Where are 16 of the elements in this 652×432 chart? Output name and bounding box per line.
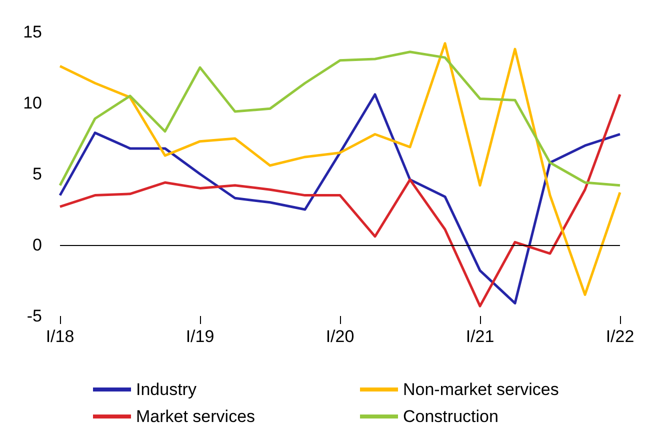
legend-label: Industry <box>136 380 197 399</box>
x-tick-label: I/19 <box>186 327 214 346</box>
y-tick-label: 10 <box>23 94 42 112</box>
y-tick-label: 15 <box>23 22 42 42</box>
x-tick-label: I/21 <box>466 327 494 346</box>
legend-label: Construction <box>403 407 498 426</box>
y-tick-label: -5 <box>26 306 42 326</box>
line-series <box>58 42 622 296</box>
legend-label: Non-market services <box>403 380 559 399</box>
x-tick-label: I/18 <box>46 327 74 346</box>
x-tick-label: I/22 <box>606 327 634 346</box>
x-tick-label: I/20 <box>326 327 354 346</box>
legend-label: Market services <box>136 407 256 426</box>
y-tick-label: 0 <box>32 236 42 254</box>
y-tick-label: 5 <box>32 164 42 184</box>
line-series <box>58 50 622 187</box>
